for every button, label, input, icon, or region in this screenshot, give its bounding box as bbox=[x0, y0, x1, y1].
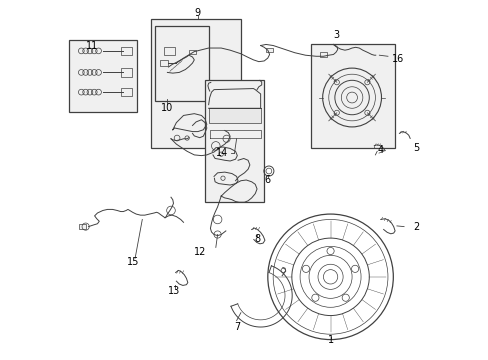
Bar bbox=[79, 224, 85, 229]
Text: 16: 16 bbox=[391, 54, 404, 64]
Text: 1: 1 bbox=[327, 334, 333, 345]
Text: 3: 3 bbox=[332, 30, 338, 40]
Text: 2: 2 bbox=[412, 222, 418, 231]
Bar bbox=[188, 50, 196, 54]
Text: 6: 6 bbox=[264, 175, 270, 185]
Text: 8: 8 bbox=[253, 234, 260, 244]
Bar bbox=[121, 68, 131, 77]
Text: 5: 5 bbox=[412, 143, 418, 153]
Bar bbox=[151, 19, 241, 148]
Bar bbox=[319, 52, 326, 57]
Bar bbox=[310, 44, 394, 148]
Text: 4: 4 bbox=[377, 144, 383, 154]
Bar bbox=[160, 60, 168, 66]
Text: 14: 14 bbox=[216, 148, 228, 158]
Bar bbox=[121, 46, 131, 55]
Text: 12: 12 bbox=[193, 247, 205, 257]
Bar bbox=[208, 108, 260, 123]
Bar bbox=[155, 26, 208, 101]
Bar bbox=[265, 48, 273, 52]
Text: 7: 7 bbox=[233, 322, 240, 332]
Bar bbox=[163, 46, 174, 55]
Bar bbox=[204, 80, 264, 202]
Text: 10: 10 bbox=[161, 103, 173, 113]
Bar bbox=[121, 88, 131, 96]
Text: 11: 11 bbox=[86, 41, 98, 50]
Text: 13: 13 bbox=[168, 286, 181, 296]
Bar bbox=[69, 40, 137, 112]
Text: 15: 15 bbox=[127, 257, 139, 267]
Text: 9: 9 bbox=[194, 8, 201, 18]
